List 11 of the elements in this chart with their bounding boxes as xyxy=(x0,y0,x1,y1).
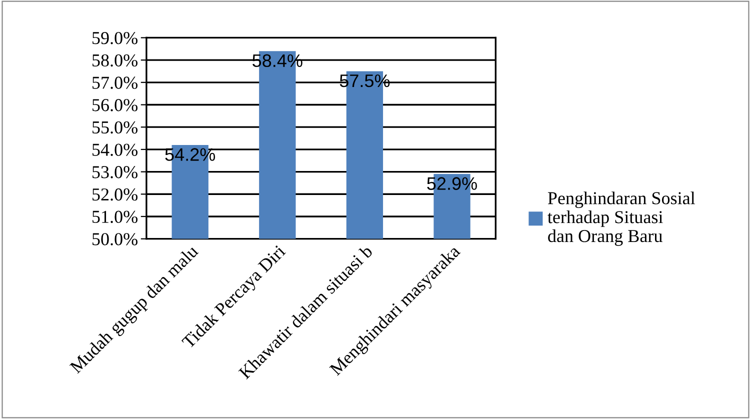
y-tick-label: 53.0% xyxy=(92,166,138,178)
y-tick-label: 51.0% xyxy=(92,210,138,224)
legend-label: Penghindaran Sosial terhadap Situasi dan Orang Baru xyxy=(548,192,695,246)
y-tick-label: 55.0% xyxy=(92,121,138,134)
y-tick-label: 58.0% xyxy=(92,54,138,67)
y-tick-label: 54.0% xyxy=(92,144,138,156)
y-tick-label: 56.0% xyxy=(92,99,138,112)
y-tick-label: 57.0% xyxy=(92,76,138,89)
y-tick-label: 50.0% xyxy=(92,233,138,246)
y-tick-label: 52.0% xyxy=(92,188,138,201)
y-tick-label: 59.0% xyxy=(92,32,138,44)
